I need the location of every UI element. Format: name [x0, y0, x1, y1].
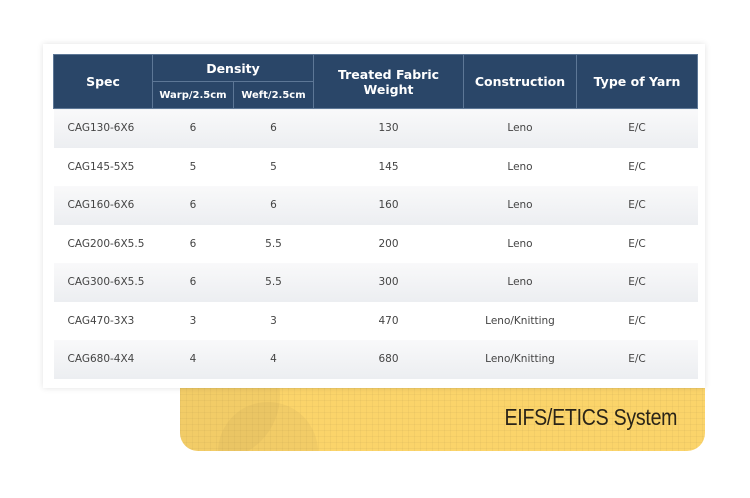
- table-row: CAG470-3X3 3 3 470 Leno/Knitting E/C: [54, 302, 698, 341]
- cell-construction: Leno: [463, 108, 577, 148]
- cell-spec: CAG200-6X5.5: [67, 237, 145, 250]
- table-row: CAG300-6X5.5 6 5.5 300 Leno E/C: [53, 263, 698, 302]
- cell-weight: 470: [378, 314, 399, 327]
- cell-warp: 6: [152, 186, 234, 225]
- header-weight: Treated Fabric Weight: [313, 54, 465, 109]
- header-construction: Construction: [463, 54, 578, 109]
- header-warp: Warp/2.5cm: [152, 81, 234, 109]
- cell-yarn: E/C: [576, 340, 698, 379]
- cell-construction: Leno: [507, 160, 533, 173]
- cell-weft: 5.5: [265, 237, 282, 250]
- cell-spec: CAG145-5X5: [67, 160, 135, 173]
- cell-construction: Leno/Knitting: [463, 340, 577, 379]
- cell-yarn: E/C: [628, 237, 646, 250]
- cell-yarn: E/C: [628, 160, 646, 173]
- cell-spec: CAG300-6X5.5: [53, 263, 153, 302]
- header-yarn: Type of Yarn: [576, 54, 699, 109]
- header-density: Density: [151, 54, 315, 82]
- table-row: CAG130-6X6 6 6 130 Leno E/C: [53, 108, 698, 148]
- cell-warp: 6: [189, 237, 197, 250]
- banner-title: EIFS/ETICS System: [504, 404, 677, 430]
- cell-warp: 6: [152, 108, 234, 148]
- cell-weft: 6: [233, 186, 314, 225]
- cell-construction: Leno: [507, 237, 533, 250]
- cell-spec: CAG470-3X3: [67, 314, 135, 327]
- cell-warp: 6: [152, 263, 234, 302]
- cell-warp: 5: [189, 160, 197, 173]
- cell-construction: Leno: [463, 186, 577, 225]
- cell-construction: Leno: [463, 263, 577, 302]
- cell-yarn: E/C: [576, 186, 698, 225]
- cell-spec: CAG130-6X6: [53, 108, 153, 148]
- cell-warp: 4: [152, 340, 234, 379]
- cell-construction: Leno/Knitting: [485, 314, 555, 327]
- cell-yarn: E/C: [628, 314, 646, 327]
- header-spec: Spec: [53, 54, 153, 109]
- cell-weft: 5.5: [233, 263, 314, 302]
- cell-weft: 5: [270, 160, 277, 173]
- cell-weight: 200: [378, 237, 399, 250]
- cell-weight: 680: [313, 340, 464, 379]
- cell-spec: CAG680-4X4: [53, 340, 153, 379]
- header-weft: Weft/2.5cm: [232, 81, 315, 109]
- table-row: CAG160-6X6 6 6 160 Leno E/C: [53, 186, 698, 225]
- cell-weight: 130: [313, 108, 464, 148]
- cell-yarn: E/C: [576, 108, 698, 148]
- table-row: CAG680-4X4 4 4 680 Leno/Knitting E/C: [53, 340, 698, 379]
- cell-warp: 3: [189, 314, 197, 327]
- cell-weft: 3: [270, 314, 277, 327]
- cell-weight: 145: [378, 160, 399, 173]
- cell-weight: 300: [313, 263, 464, 302]
- spec-table-card: Spec Density Treated Fabric Weight Const…: [43, 44, 705, 388]
- cell-yarn: E/C: [576, 263, 698, 302]
- table-row: CAG200-6X5.5 6 5.5 200 Leno E/C: [54, 225, 698, 264]
- table-row: CAG145-5X5 5 5 145 Leno E/C: [54, 148, 698, 187]
- spec-table: Spec Density Treated Fabric Weight Const…: [53, 54, 699, 379]
- cell-weft: 4: [233, 340, 314, 379]
- cell-weight: 160: [313, 186, 464, 225]
- cell-spec: CAG160-6X6: [53, 186, 153, 225]
- cell-weft: 6: [233, 108, 314, 148]
